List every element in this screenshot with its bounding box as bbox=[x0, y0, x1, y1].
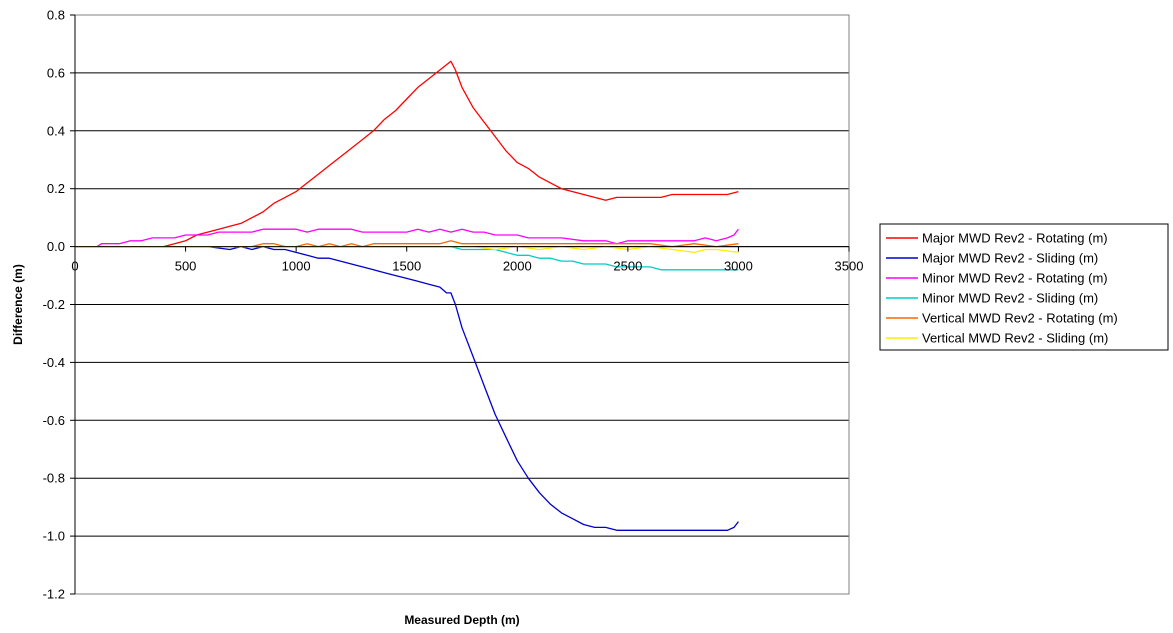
legend-box bbox=[879, 223, 1169, 351]
y-tick-label-6: -0.4 bbox=[43, 355, 65, 370]
x-tick-label-6: 3000 bbox=[724, 259, 753, 274]
x-tick-label-7: 3500 bbox=[835, 259, 864, 274]
y-tick-label-2: 0.4 bbox=[47, 123, 65, 138]
series-line-1 bbox=[75, 245, 739, 531]
x-tick-label-3: 1500 bbox=[392, 259, 421, 274]
legend-label-1: Major MWD Rev2 - Sliding (m) bbox=[922, 251, 1098, 266]
x-tick-label-2: 1000 bbox=[282, 259, 311, 274]
y-tick-label-0: 0.8 bbox=[47, 8, 65, 23]
y-tick-label-4: 0.0 bbox=[47, 239, 65, 254]
x-tick-label-5: 2500 bbox=[613, 259, 642, 274]
x-axis-title: Measured Depth (m) bbox=[404, 613, 519, 627]
legend-label-5: Vertical MWD Rev2 - Sliding (m) bbox=[922, 331, 1108, 346]
x-tick-label-1: 500 bbox=[175, 259, 197, 274]
legend-label-4: Vertical MWD Rev2 - Rotating (m) bbox=[922, 311, 1118, 326]
y-axis-title: Difference (m) bbox=[11, 264, 25, 345]
series-lines bbox=[75, 60, 739, 531]
series-line-0 bbox=[75, 60, 739, 248]
y-tick-label-9: -1.0 bbox=[43, 529, 65, 544]
y-axis-ticks: 0.8 0.6 0.4 0.2 0.0 -0.2 -0.4 -0.6 -0.8 -1.0 -1.2 bbox=[43, 8, 75, 602]
legend-label-2: Minor MWD Rev2 - Rotating (m) bbox=[922, 271, 1108, 286]
y-tick-label-1: 0.6 bbox=[47, 65, 65, 80]
grid-lines bbox=[75, 14, 849, 595]
y-tick-label-3: 0.2 bbox=[47, 181, 65, 196]
y-tick-label-10: -1.2 bbox=[43, 587, 65, 602]
x-axis-ticks: 0 500 1000 1500 2000 2500 3000 3500 bbox=[71, 246, 864, 274]
legend-label-3: Minor MWD Rev2 - Sliding (m) bbox=[922, 291, 1098, 306]
y-tick-label-8: -0.8 bbox=[43, 471, 65, 486]
legend-label-0: Major MWD Rev2 - Rotating (m) bbox=[922, 231, 1108, 246]
x-tick-label-4: 2000 bbox=[503, 259, 532, 274]
y-tick-label-5: -0.2 bbox=[43, 297, 65, 312]
y-tick-label-7: -0.6 bbox=[43, 413, 65, 428]
x-tick-label-0: 0 bbox=[71, 259, 78, 274]
legend: Major MWD Rev2 - Rotating (m) Major MWD R… bbox=[879, 223, 1169, 351]
